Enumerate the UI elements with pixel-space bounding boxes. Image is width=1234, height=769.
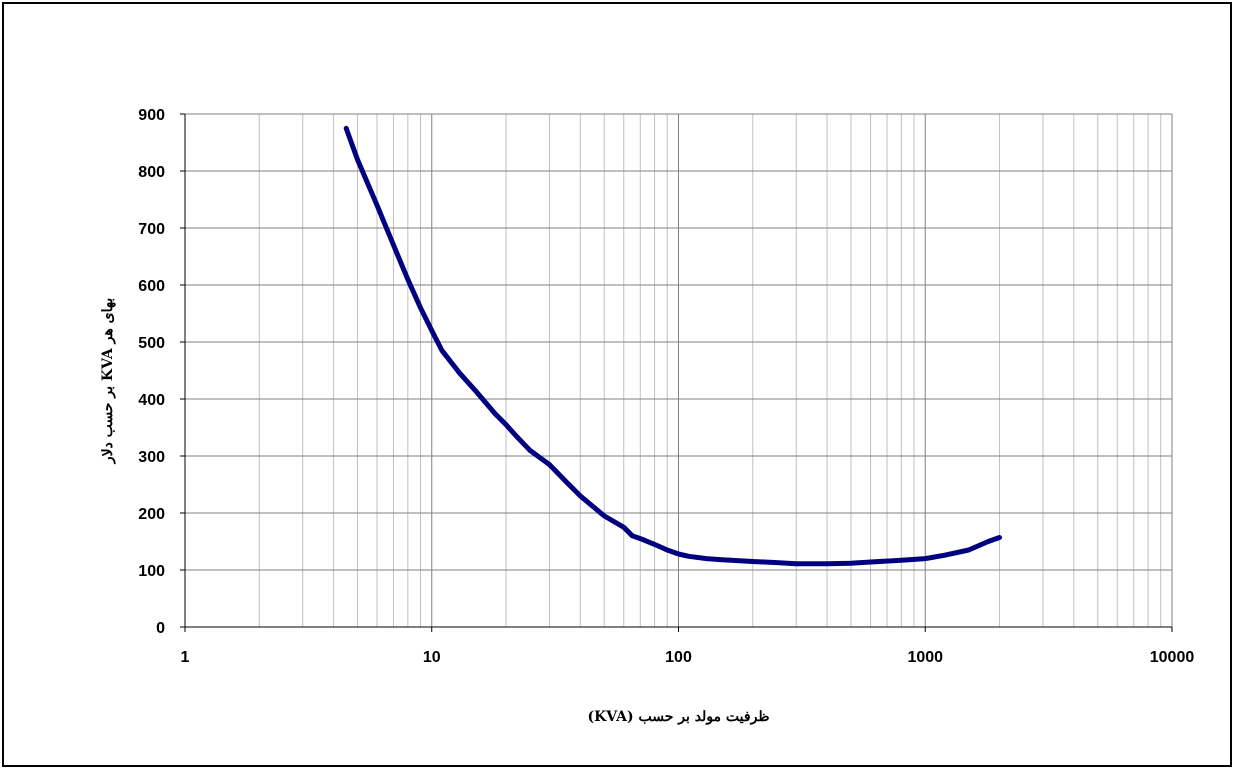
x-tick-label: 10000: [1150, 649, 1195, 666]
y-axis-title: بهای هر KVA بر حسب دلار: [100, 298, 116, 464]
x-tick-label: 100: [665, 649, 692, 666]
y-tick-label: 600: [138, 278, 165, 295]
y-tick-label: 300: [138, 449, 165, 466]
series-line: [343, 125, 1002, 567]
x-tick-label: 1000: [907, 649, 943, 666]
x-tick-label: 1: [181, 649, 190, 666]
series-layer: [343, 125, 1002, 567]
y-tick-label: 200: [138, 506, 165, 523]
y-tick-label: 0: [156, 620, 165, 637]
x-tick-labels: 1 10 100 1000 10000: [181, 649, 1195, 666]
axes: [180, 113, 1173, 632]
y-tick-label: 700: [138, 221, 165, 238]
gridlines: [185, 113, 1173, 627]
x-axis-title: ظرفیت مولد بر حسب (KVA): [588, 709, 770, 725]
y-tick-label: 100: [138, 563, 165, 580]
y-tick-label: 400: [138, 392, 165, 409]
y-tick-label: 800: [138, 164, 165, 181]
x-tick-label: 10: [423, 649, 441, 666]
y-tick-label: 900: [138, 107, 165, 124]
y-tick-labels: 0 100 200 300 400 500 600 700 800 900: [138, 107, 165, 637]
y-tick-label: 500: [138, 335, 165, 352]
